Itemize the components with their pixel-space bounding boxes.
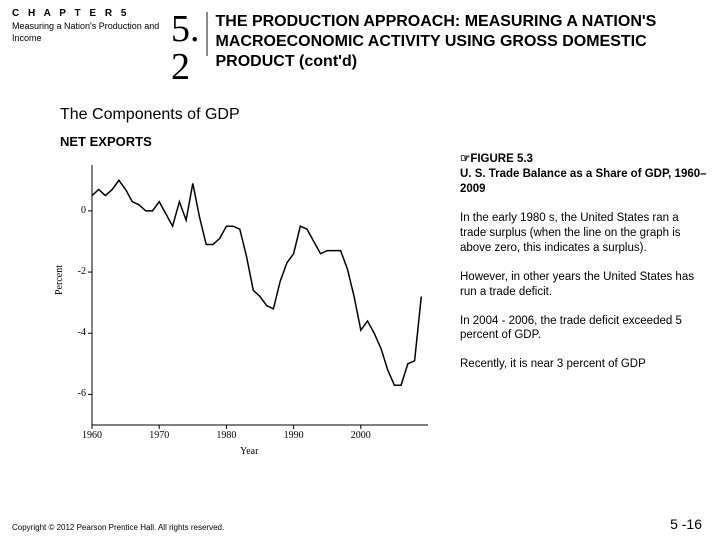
paragraph-1: In the early 1980 s, the United States r…	[460, 211, 708, 256]
paragraph-3: In 2004 - 2006, the trade deficit exceed…	[460, 314, 708, 344]
left-column: NET EXPORTS Percent Year 0-2-4-6 1960197…	[60, 134, 460, 455]
slide-header: C H A P T E R 5 Measuring a Nation's Pro…	[0, 0, 720, 86]
figure-label: ☞FIGURE 5.3	[460, 152, 708, 167]
x-tick-label: 2000	[346, 430, 376, 441]
chapter-label: C H A P T E R 5	[12, 8, 167, 19]
x-tick-label: 1970	[144, 430, 174, 441]
content-row: NET EXPORTS Percent Year 0 -2 -4 -6 1960 197…	[0, 134, 720, 455]
trade-balance-chart: Percent Year 0-2-4-6 1960197019801990200…	[60, 155, 440, 455]
paragraph-2: However, in other years the United State…	[460, 270, 708, 300]
page-number: 5 -16	[670, 516, 702, 532]
x-tick-label: 1990	[279, 430, 309, 441]
paragraph-4: Recently, it is near 3 percent of GDP	[460, 357, 708, 372]
copyright-footer: Copyright © 2012 Pearson Prentice Hall. …	[12, 523, 224, 532]
net-exports-heading: NET EXPORTS	[60, 134, 460, 149]
y-tick-label: -4	[66, 327, 86, 338]
y-tick-label: -6	[66, 388, 86, 399]
figure-subtitle: U. S. Trade Balance as a Share of GDP, 1…	[460, 167, 708, 197]
figure-number: FIGURE 5.3	[470, 153, 533, 165]
y-tick-label: -2	[66, 266, 86, 277]
section-number: 5. 2	[171, 8, 200, 86]
chapter-box: C H A P T E R 5 Measuring a Nation's Pro…	[12, 8, 167, 44]
chapter-subtitle: Measuring a Nation's Production and Inco…	[12, 21, 167, 44]
divider-bar	[206, 12, 208, 56]
chart-svg	[60, 155, 440, 455]
slide-subtitle: The Components of GDP	[60, 106, 720, 124]
x-axis-label: Year	[240, 446, 258, 457]
y-axis-label: Percent	[54, 265, 65, 295]
x-tick-label: 1980	[211, 430, 241, 441]
right-column: ☞FIGURE 5.3 U. S. Trade Balance as a Sha…	[460, 134, 708, 455]
y-tick-label: 0	[66, 205, 86, 216]
x-tick-label: 1960	[77, 430, 107, 441]
section-title: THE PRODUCTION APPROACH: MEASURING A NAT…	[216, 8, 709, 72]
figure-pointer-icon: ☞	[460, 153, 470, 165]
